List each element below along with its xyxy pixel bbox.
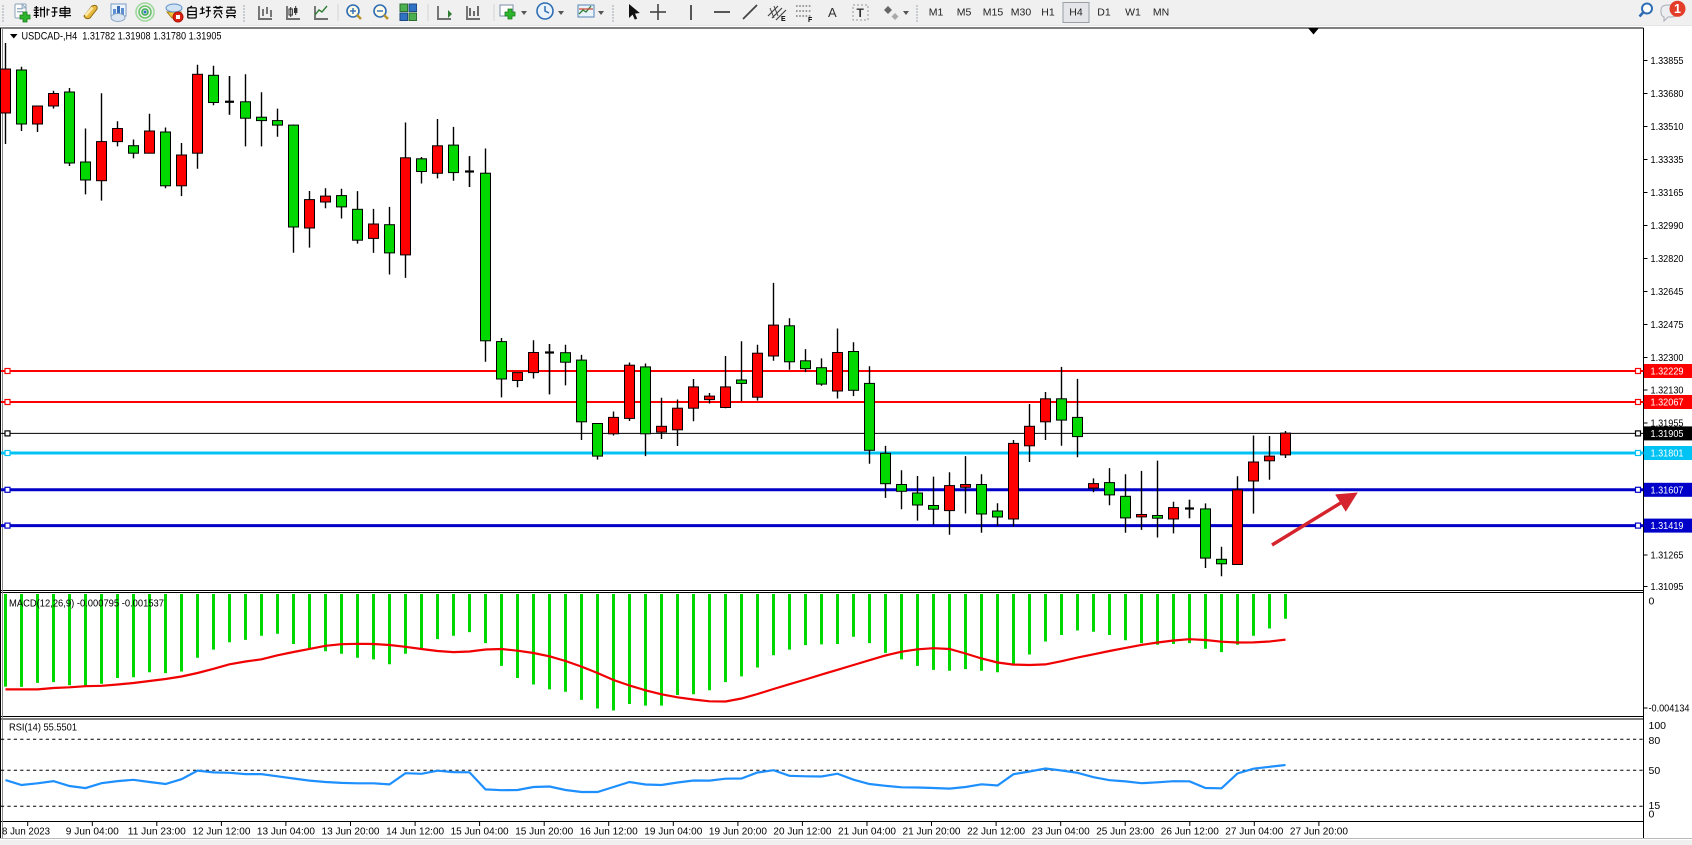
svg-text:1.33855: 1.33855 xyxy=(1651,55,1684,67)
svg-text:H1: H1 xyxy=(1041,7,1055,19)
svg-text:W1: W1 xyxy=(1125,7,1141,19)
svg-text:1.32990: 1.32990 xyxy=(1651,220,1684,232)
svg-text:1.32300: 1.32300 xyxy=(1651,352,1684,364)
svg-text:D1: D1 xyxy=(1097,7,1111,19)
svg-text:100: 100 xyxy=(1649,720,1667,732)
svg-text:8 Jun 2023: 8 Jun 2023 xyxy=(2,826,50,838)
svg-text:1.31607: 1.31607 xyxy=(1651,484,1684,496)
svg-text:23 Jun 04:00: 23 Jun 04:00 xyxy=(1032,826,1090,838)
svg-text:1.31801: 1.31801 xyxy=(1651,448,1684,460)
svg-text:15: 15 xyxy=(1649,800,1661,812)
svg-text:1.32229: 1.32229 xyxy=(1651,366,1684,378)
svg-text:12 Jun 12:00: 12 Jun 12:00 xyxy=(192,826,250,838)
svg-text:T: T xyxy=(857,6,865,20)
svg-text:1.32130: 1.32130 xyxy=(1651,385,1684,397)
svg-text:1.32475: 1.32475 xyxy=(1651,319,1684,331)
svg-text:11 Jun 23:00: 11 Jun 23:00 xyxy=(128,826,186,838)
svg-text:M15: M15 xyxy=(983,7,1004,19)
svg-text:9 Jun 04:00: 9 Jun 04:00 xyxy=(66,826,119,838)
svg-text:14 Jun 12:00: 14 Jun 12:00 xyxy=(386,826,444,838)
svg-text:15 Jun 04:00: 15 Jun 04:00 xyxy=(451,826,509,838)
svg-text:22 Jun 12:00: 22 Jun 12:00 xyxy=(967,826,1025,838)
svg-text:MN: MN xyxy=(1153,7,1169,19)
svg-text:26 Jun 12:00: 26 Jun 12:00 xyxy=(1161,826,1219,838)
svg-text:RSI(14) 55.5501: RSI(14) 55.5501 xyxy=(9,722,77,734)
svg-text:15 Jun 20:00: 15 Jun 20:00 xyxy=(515,826,573,838)
svg-text:1.33680: 1.33680 xyxy=(1651,88,1684,100)
svg-text:1.31095: 1.31095 xyxy=(1651,581,1684,593)
svg-text:M30: M30 xyxy=(1011,7,1032,19)
svg-text:H4: H4 xyxy=(1069,7,1083,19)
svg-text:1.32067: 1.32067 xyxy=(1651,397,1684,409)
svg-text:1.31265: 1.31265 xyxy=(1651,550,1684,562)
svg-text:1.33510: 1.33510 xyxy=(1651,121,1684,133)
svg-text:21 Jun 20:00: 21 Jun 20:00 xyxy=(903,826,961,838)
svg-text:M1: M1 xyxy=(929,7,944,19)
svg-text:27 Jun 04:00: 27 Jun 04:00 xyxy=(1225,826,1283,838)
svg-text:13 Jun 20:00: 13 Jun 20:00 xyxy=(322,826,380,838)
svg-text:1.32820: 1.32820 xyxy=(1651,253,1684,265)
svg-text:1.33165: 1.33165 xyxy=(1651,187,1684,199)
svg-text:80: 80 xyxy=(1649,735,1661,747)
svg-text:1.31905: 1.31905 xyxy=(1651,428,1684,440)
svg-text:21 Jun 04:00: 21 Jun 04:00 xyxy=(838,826,896,838)
svg-text:50: 50 xyxy=(1649,765,1661,777)
svg-text:F: F xyxy=(808,17,813,24)
svg-text:1.33335: 1.33335 xyxy=(1651,154,1684,166)
svg-text:20 Jun 12:00: 20 Jun 12:00 xyxy=(773,826,831,838)
svg-text:25 Jun 23:00: 25 Jun 23:00 xyxy=(1096,826,1154,838)
svg-text:13 Jun 04:00: 13 Jun 04:00 xyxy=(257,826,315,838)
svg-text:-0.004134: -0.004134 xyxy=(1649,703,1690,715)
svg-text:1: 1 xyxy=(1674,2,1681,16)
svg-text:MACD(12,26,9) -0.000795 -0.001: MACD(12,26,9) -0.000795 -0.001537 xyxy=(9,598,164,610)
svg-text:1.32645: 1.32645 xyxy=(1651,286,1684,298)
svg-text:19 Jun 20:00: 19 Jun 20:00 xyxy=(709,826,767,838)
svg-text:16 Jun 12:00: 16 Jun 12:00 xyxy=(580,826,638,838)
svg-text:19 Jun 04:00: 19 Jun 04:00 xyxy=(644,826,702,838)
svg-text:0: 0 xyxy=(1649,808,1655,820)
svg-text:E: E xyxy=(781,16,786,23)
svg-text:M5: M5 xyxy=(957,7,972,19)
svg-text:0: 0 xyxy=(1649,596,1655,608)
svg-text:1.31419: 1.31419 xyxy=(1651,520,1684,532)
svg-text:27 Jun 20:00: 27 Jun 20:00 xyxy=(1290,826,1348,838)
svg-text:USDCAD-,H4 1.31782 1.31908 1.: USDCAD-,H4 1.31782 1.31908 1.31780 1.319… xyxy=(22,31,222,43)
svg-text:A: A xyxy=(828,5,837,20)
